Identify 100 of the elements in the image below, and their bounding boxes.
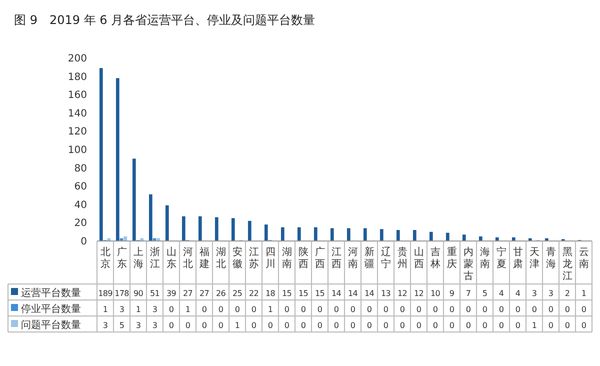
data-label: 0 (498, 305, 504, 314)
data-label: 0 (466, 305, 471, 314)
data-label: 1 (102, 305, 108, 314)
y-tick-label: 160 (68, 90, 87, 102)
x-tick-label: 河南 (348, 246, 358, 270)
data-label: 51 (150, 289, 160, 298)
data-label: 1 (268, 305, 273, 314)
y-tick-label: 40 (74, 200, 87, 211)
y-tick-label: 20 (74, 218, 87, 230)
data-label: 2 (564, 289, 570, 298)
x-tick-label: 重庆 (446, 246, 457, 270)
y-tick-label: 0 (80, 236, 87, 248)
data-label: 1 (581, 289, 586, 298)
data-label: 0 (218, 305, 224, 314)
x-tick-label: 上海 (133, 246, 144, 270)
x-tick-label: 湖南 (282, 246, 292, 270)
data-label: 0 (482, 321, 488, 330)
data-label: 0 (218, 321, 224, 330)
x-tick-label: 山东 (166, 246, 176, 270)
data-label: 13 (380, 289, 391, 298)
data-label: 0 (498, 321, 504, 330)
data-label: 0 (466, 321, 471, 330)
data-label: 1 (234, 321, 240, 330)
data-label: 10 (430, 289, 440, 298)
x-tick-label: 天津 (529, 247, 540, 270)
legend-label: 运营平台数量 (21, 287, 81, 299)
data-label: 1 (532, 321, 537, 330)
data-label: 0 (366, 321, 372, 330)
data-label: 0 (284, 305, 290, 314)
data-label: 0 (317, 321, 322, 330)
data-label: 0 (515, 305, 520, 314)
data-label: 1 (185, 305, 190, 314)
data-label: 14 (364, 289, 374, 298)
data-label: 0 (482, 305, 488, 314)
data-label: 22 (248, 289, 259, 298)
data-label: 0 (383, 305, 388, 314)
x-tick-label: 北京 (100, 246, 110, 270)
legend-label: 停业平台数量 (21, 303, 81, 315)
data-label: 3 (136, 321, 141, 330)
data-label: 0 (366, 305, 372, 314)
data-label: 0 (317, 305, 322, 314)
x-tick-label: 湖北 (216, 246, 226, 270)
data-label: 26 (216, 289, 226, 298)
y-tick-label: 140 (68, 108, 87, 120)
data-label: 5 (119, 321, 124, 330)
x-tick-label: 福建 (198, 246, 210, 270)
x-tick-label: 河北 (182, 246, 193, 270)
data-label: 0 (515, 321, 520, 330)
data-label: 27 (182, 289, 193, 298)
data-label: 15 (282, 289, 292, 298)
data-label: 0 (400, 305, 405, 314)
data-label: 0 (251, 321, 256, 330)
data-label: 12 (397, 289, 408, 298)
data-label: 0 (350, 321, 356, 330)
x-tick-label: 云南 (578, 247, 589, 270)
data-label: 4 (515, 289, 520, 298)
x-tick-label: 浙江 (150, 246, 160, 270)
data-label: 0 (168, 321, 174, 330)
x-tick-label: 广西 (314, 246, 325, 270)
x-tick-label: 江西 (331, 246, 342, 270)
data-label: 3 (548, 289, 554, 298)
data-label: 0 (432, 305, 438, 314)
x-tick-label: 新疆 (364, 246, 374, 270)
x-tick-label: 辽宁 (380, 246, 391, 270)
data-label: 9 (449, 289, 454, 298)
data-label: 0 (548, 305, 554, 314)
data-label: 0 (284, 321, 290, 330)
x-tick-label: 黑龙江 (562, 247, 572, 282)
data-label: 3 (119, 305, 124, 314)
data-label: 0 (300, 321, 306, 330)
chart-title: 图 9 2019 年 6 月各省运营平台、停业及问题平台数量 (14, 13, 316, 27)
data-label: 0 (300, 305, 306, 314)
data-label: 0 (268, 321, 273, 330)
data-label: 0 (581, 305, 586, 314)
data-label: 14 (348, 289, 358, 298)
x-tick-label: 内蒙古 (463, 246, 474, 282)
data-label: 0 (532, 305, 537, 314)
data-label: 189 (98, 289, 113, 298)
data-label: 27 (199, 289, 210, 298)
data-label: 0 (334, 305, 339, 314)
data-label: 25 (232, 289, 242, 298)
data-label: 15 (314, 289, 325, 298)
data-label: 0 (548, 321, 554, 330)
data-label: 0 (383, 321, 388, 330)
data-label: 39 (166, 289, 176, 298)
data-label: 14 (331, 289, 342, 298)
data-label: 12 (414, 289, 424, 298)
data-label: 0 (564, 321, 570, 330)
x-tick-label: 广东 (116, 246, 127, 270)
data-label: 90 (133, 289, 144, 298)
data-label: 0 (400, 321, 405, 330)
data-label: 0 (581, 321, 586, 330)
y-tick-label: 60 (74, 182, 87, 193)
data-label: 0 (202, 321, 207, 330)
y-tick-label: 120 (68, 126, 87, 138)
legend-label: 问题平台数量 (21, 319, 81, 331)
x-tick-label: 四川 (265, 247, 276, 270)
y-tick-label: 100 (68, 145, 87, 156)
x-tick-label: 海南 (480, 246, 490, 270)
data-label: 0 (202, 305, 207, 314)
